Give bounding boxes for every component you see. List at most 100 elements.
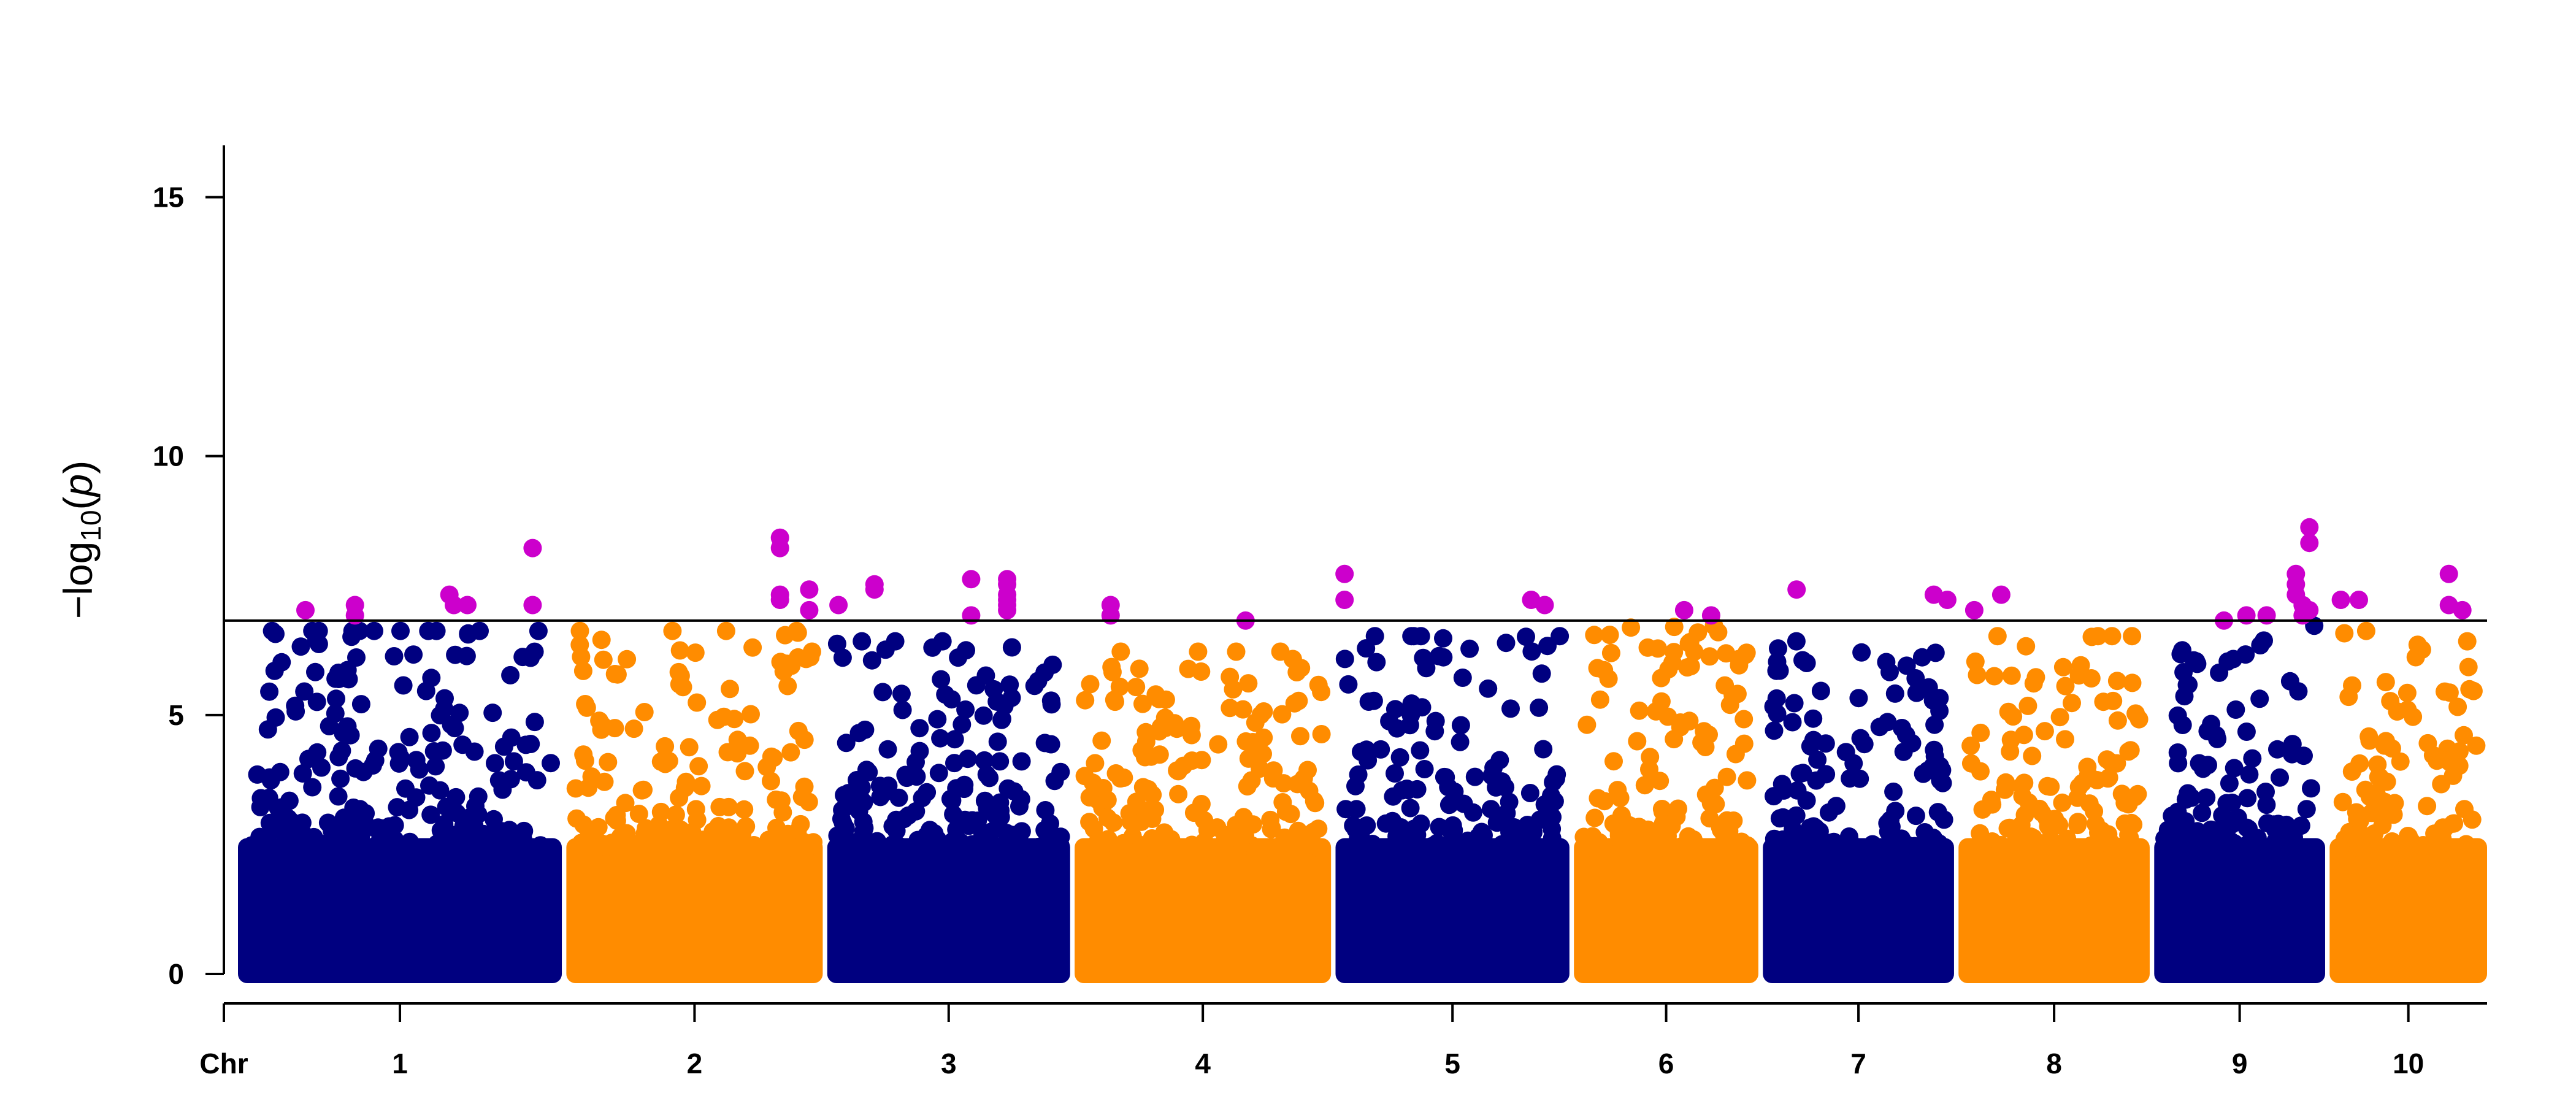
point	[1251, 759, 1270, 778]
point	[918, 783, 937, 802]
chromosome-9-points	[2154, 616, 2325, 983]
point	[303, 778, 322, 797]
point	[721, 680, 739, 699]
point	[1996, 773, 2015, 792]
point	[1969, 838, 1987, 857]
point	[767, 790, 786, 809]
point	[1971, 762, 1990, 781]
point	[493, 780, 512, 799]
point	[1870, 718, 1889, 737]
point	[1787, 632, 1806, 651]
point	[1933, 761, 1952, 780]
point	[276, 829, 295, 848]
significant-point	[2439, 564, 2458, 583]
point	[1534, 740, 1553, 759]
point	[1227, 642, 1246, 661]
point	[574, 815, 593, 834]
point	[1600, 626, 1619, 645]
point	[1625, 839, 1644, 858]
point	[1884, 782, 1903, 801]
point	[1271, 642, 1290, 661]
point	[2225, 759, 2244, 778]
point	[1243, 733, 1262, 751]
point	[485, 810, 503, 829]
significant-point	[2300, 600, 2319, 619]
point	[466, 797, 485, 816]
x-tick-label: 6	[1658, 1048, 1674, 1079]
significant-point	[2237, 606, 2256, 625]
x-tick-label: 10	[2393, 1048, 2424, 1079]
dense-points	[1958, 838, 2150, 983]
point	[2002, 666, 2021, 685]
point	[612, 830, 631, 849]
point	[592, 720, 611, 739]
point	[607, 811, 626, 830]
point	[2129, 710, 2149, 729]
point	[2056, 730, 2074, 749]
point	[1441, 794, 1460, 813]
point	[1141, 747, 1160, 766]
point	[2094, 692, 2113, 711]
point	[327, 689, 345, 708]
point	[1585, 626, 1604, 645]
point	[1696, 738, 1715, 756]
point	[921, 821, 940, 840]
point	[486, 754, 504, 773]
point	[1291, 727, 1309, 746]
point	[1933, 773, 1952, 792]
significant-point	[1965, 600, 1984, 619]
significant-point	[1101, 606, 1120, 625]
point	[2068, 813, 2087, 832]
point	[1451, 716, 1470, 735]
point	[1111, 642, 1130, 661]
point	[2237, 723, 2256, 741]
point	[1454, 794, 1473, 813]
point	[2466, 838, 2484, 857]
point	[266, 708, 285, 727]
significant-point	[2350, 591, 2368, 609]
point	[715, 707, 734, 726]
point	[1292, 839, 1311, 858]
point	[1285, 694, 1304, 713]
point	[400, 800, 419, 819]
point	[1886, 802, 1905, 821]
point	[1075, 767, 1094, 786]
point	[1298, 761, 1317, 780]
point	[2356, 621, 2375, 640]
point	[746, 839, 765, 858]
point	[1264, 761, 1283, 780]
point	[1405, 627, 1423, 646]
point	[1770, 809, 1789, 828]
y-tick-label: 5	[168, 699, 184, 731]
point	[1649, 639, 1667, 658]
significant-point	[2453, 600, 2472, 619]
point	[2436, 682, 2454, 701]
point	[2381, 692, 2400, 711]
point	[1041, 691, 1060, 710]
point	[1524, 823, 1543, 842]
point	[339, 670, 358, 689]
point	[380, 838, 399, 857]
point	[1785, 694, 1804, 713]
point	[928, 710, 947, 729]
dense-points	[238, 838, 562, 983]
point	[2087, 815, 2106, 834]
point	[1276, 835, 1295, 854]
point	[1209, 735, 1228, 754]
point	[391, 748, 410, 767]
point	[1673, 837, 1692, 856]
point	[1305, 792, 1324, 810]
significant-point	[445, 596, 463, 615]
point	[2211, 829, 2230, 848]
point	[1971, 723, 1990, 742]
point	[2283, 839, 2302, 857]
point	[1386, 764, 1404, 783]
point	[570, 635, 589, 654]
x-tick-label: 2	[687, 1048, 703, 1079]
point	[624, 719, 643, 738]
point	[1905, 837, 1924, 856]
point	[762, 772, 780, 791]
point	[2035, 722, 2054, 741]
point	[778, 677, 797, 696]
point	[2277, 815, 2296, 834]
